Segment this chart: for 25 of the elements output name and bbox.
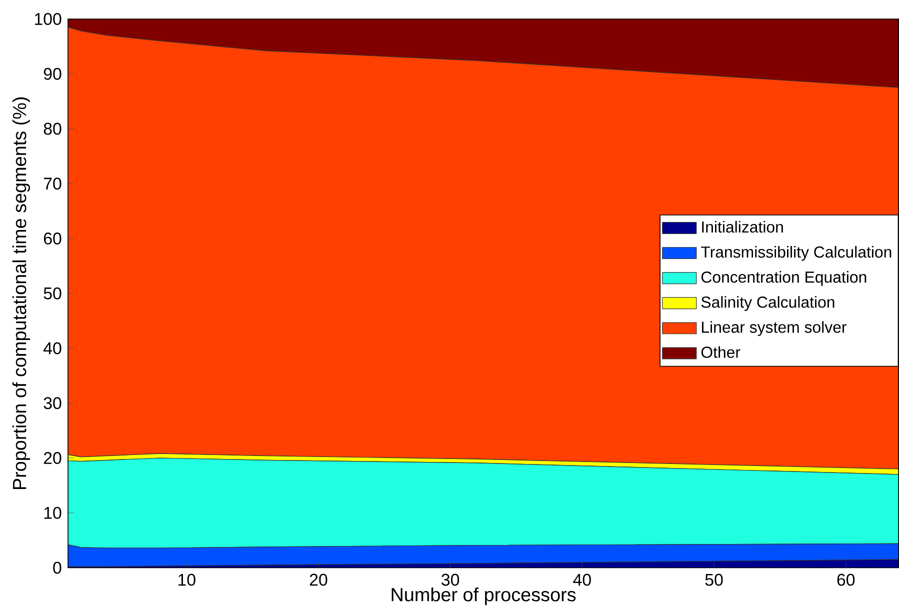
y-tick-label: 100 xyxy=(34,13,62,26)
y-tick-label: 60 xyxy=(44,232,62,245)
x-tick-label: 40 xyxy=(573,574,591,586)
y-tick-label: 20 xyxy=(44,452,62,464)
y-tick-label: 0 xyxy=(53,562,62,574)
legend-label: Transmissibility Calculation xyxy=(701,246,892,261)
y-tick-label: 80 xyxy=(44,122,62,135)
legend-label: Concentration Equation xyxy=(701,271,866,286)
x-tick-label: 50 xyxy=(705,574,723,586)
x-tick-label: 30 xyxy=(442,574,460,586)
y-axis-title: Proportion of computational time segments (%) xyxy=(12,98,30,490)
y-tick-label: 40 xyxy=(43,342,62,354)
x-tick-label: 20 xyxy=(310,574,328,586)
y-tick-label: 30 xyxy=(44,397,62,410)
legend-label: Other xyxy=(701,346,740,358)
x-tick-label: 60 xyxy=(837,574,855,586)
legend-label: Linear system solver xyxy=(702,321,846,336)
x-axis-title: Number of processors xyxy=(392,588,576,606)
y-tick-label: 90 xyxy=(44,68,62,80)
y-tick-label: 10 xyxy=(44,507,62,519)
legend-label: Salinity Calculation xyxy=(701,296,834,312)
x-tick-label: 10 xyxy=(178,574,196,586)
y-tick-label: 70 xyxy=(44,178,62,190)
y-tick-label: 50 xyxy=(44,288,62,300)
legend-label: Initialization xyxy=(702,221,783,233)
